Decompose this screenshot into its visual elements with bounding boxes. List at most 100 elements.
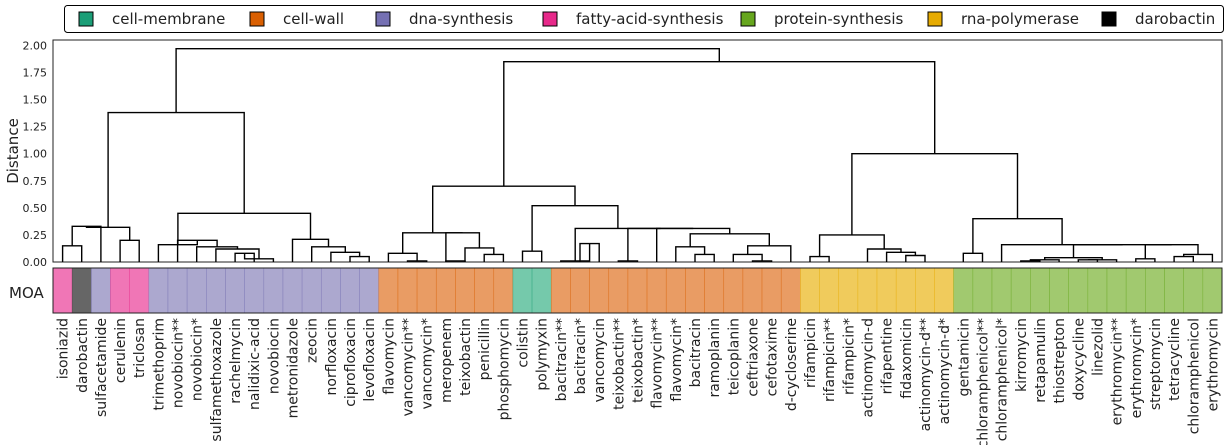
dendrogram-link bbox=[119, 239, 140, 262]
legend-item: protein-synthesis bbox=[740, 10, 904, 28]
leaf-label: norfloxacin bbox=[324, 318, 340, 395]
moa-cell bbox=[416, 267, 437, 314]
leaf-label: sulfamethoxazole bbox=[209, 318, 225, 442]
leaf-label: rachelmycin bbox=[228, 318, 244, 404]
leaf-label: rifampicin bbox=[803, 318, 819, 388]
moa-cell bbox=[857, 267, 878, 314]
moa-cell bbox=[608, 267, 629, 314]
dendrogram-link bbox=[851, 153, 1019, 235]
moa-cell bbox=[340, 267, 360, 314]
leaf-label: ciprofloxacin bbox=[343, 318, 359, 407]
dendrogram-link bbox=[1183, 253, 1214, 262]
leaf-label: d-cycloserine bbox=[784, 318, 800, 411]
dendrogram-link bbox=[574, 227, 661, 261]
y-tick-label: 1.00 bbox=[23, 148, 48, 161]
moa-cell bbox=[531, 267, 552, 314]
legend-swatch bbox=[249, 11, 265, 27]
moa-cell bbox=[761, 267, 782, 314]
moa-cell bbox=[1049, 267, 1069, 314]
leaf-label: sulfacetamide bbox=[94, 318, 110, 417]
dendrogram-link bbox=[349, 255, 370, 262]
dendrogram-link bbox=[1000, 244, 1123, 262]
leaf-label: cefotaxime bbox=[765, 318, 781, 396]
leaf-label: isoniazid bbox=[56, 318, 72, 379]
leaf-label: kirromycin bbox=[1014, 318, 1030, 392]
leaf-label: cerulenin bbox=[113, 318, 129, 383]
y-tick-label: 1.50 bbox=[23, 94, 48, 107]
moa-cell bbox=[876, 267, 897, 314]
leaf-label: vancomycin bbox=[592, 318, 608, 402]
moa-cell bbox=[934, 267, 954, 314]
dendrogram-link bbox=[1072, 244, 1172, 258]
dendrogram-link bbox=[809, 255, 830, 262]
legend-label: protein-synthesis bbox=[774, 10, 904, 28]
moa-cell bbox=[129, 267, 150, 314]
moa-cell bbox=[627, 267, 648, 314]
leaf-label: streptomycin bbox=[1148, 318, 1164, 410]
leaf-label: phosphomycin bbox=[496, 318, 512, 420]
leaf-label: fidaxomicin bbox=[899, 318, 915, 399]
dendrogram-link bbox=[291, 238, 330, 262]
moa-cell bbox=[397, 267, 418, 314]
leaf-label: levofloxacin bbox=[362, 318, 378, 402]
leaf-label: nalidixic-acid bbox=[247, 318, 263, 410]
dendrogram-link bbox=[445, 232, 481, 262]
leaf-label: actinomycin-d bbox=[860, 318, 876, 417]
y-tick-label: 2.00 bbox=[23, 39, 48, 52]
leaf-label: trimethoprim bbox=[151, 318, 167, 410]
moa-cell bbox=[1068, 267, 1089, 314]
leaf-label: thiostrepton bbox=[1052, 318, 1068, 403]
leaf-label: ceftriaxone bbox=[745, 318, 761, 397]
leaf-label: flavomycin** bbox=[650, 318, 666, 409]
moa-cell bbox=[972, 267, 993, 314]
moa-cell bbox=[780, 267, 801, 314]
legend-label: rna-polymerase bbox=[961, 10, 1079, 28]
moa-cell bbox=[244, 267, 265, 314]
moa-cell bbox=[1183, 267, 1204, 314]
dendrogram-link bbox=[905, 254, 926, 262]
legend-item: rna-polymerase bbox=[927, 10, 1079, 28]
legend-item: cell-wall bbox=[249, 10, 344, 28]
moa-cell bbox=[148, 267, 169, 314]
moa-cell bbox=[550, 267, 571, 314]
moa-cell bbox=[493, 267, 514, 314]
dendrogram-link bbox=[503, 61, 936, 187]
leaf-label: actinomycin-d** bbox=[918, 318, 934, 431]
moa-cell bbox=[1087, 267, 1108, 314]
moa-cell bbox=[723, 267, 744, 314]
moa-cell bbox=[1164, 267, 1184, 314]
dendrogram-link bbox=[885, 251, 917, 262]
moa-cell bbox=[52, 267, 73, 314]
moa-cell bbox=[1145, 267, 1165, 314]
leaf-label: teixobactin* bbox=[631, 318, 647, 403]
leaf-label: triclosan bbox=[132, 318, 148, 378]
legend-swatch bbox=[927, 11, 943, 27]
leaf-label: gentamicin bbox=[956, 318, 972, 396]
legend-item: fatty-acid-synthesis bbox=[542, 10, 724, 28]
leaf-label: retapamulin bbox=[1033, 318, 1049, 403]
moa-cell bbox=[186, 267, 207, 314]
legend-swatch bbox=[1101, 11, 1117, 27]
moa-cell bbox=[110, 267, 130, 314]
moa-cell bbox=[1106, 267, 1127, 314]
leaf-label: vancomycin** bbox=[401, 318, 417, 416]
leaf-label: darobactin bbox=[75, 318, 91, 393]
moa-cell bbox=[206, 267, 226, 314]
y-tick-label: 0.75 bbox=[23, 175, 48, 188]
leaf-label: metronidazole bbox=[286, 318, 302, 418]
dendrogram-link bbox=[107, 111, 245, 228]
dendrogram-link bbox=[85, 226, 131, 241]
legend-item: cell-membrane bbox=[78, 10, 225, 28]
leaf-label: erythromycin* bbox=[1129, 318, 1145, 418]
dendrogram-link bbox=[175, 48, 720, 113]
moa-cell bbox=[359, 267, 380, 314]
legend-label: dna-synthesis bbox=[409, 10, 513, 28]
leaf-label: tetracycline bbox=[1167, 318, 1183, 401]
moa-cell bbox=[704, 267, 725, 314]
legend-label: darobactin bbox=[1135, 10, 1215, 28]
leaf-label: erythromycin** bbox=[1110, 318, 1126, 425]
y-tick-label: 0.50 bbox=[23, 202, 48, 215]
moa-cell bbox=[646, 267, 667, 314]
moa-cell bbox=[685, 267, 705, 314]
